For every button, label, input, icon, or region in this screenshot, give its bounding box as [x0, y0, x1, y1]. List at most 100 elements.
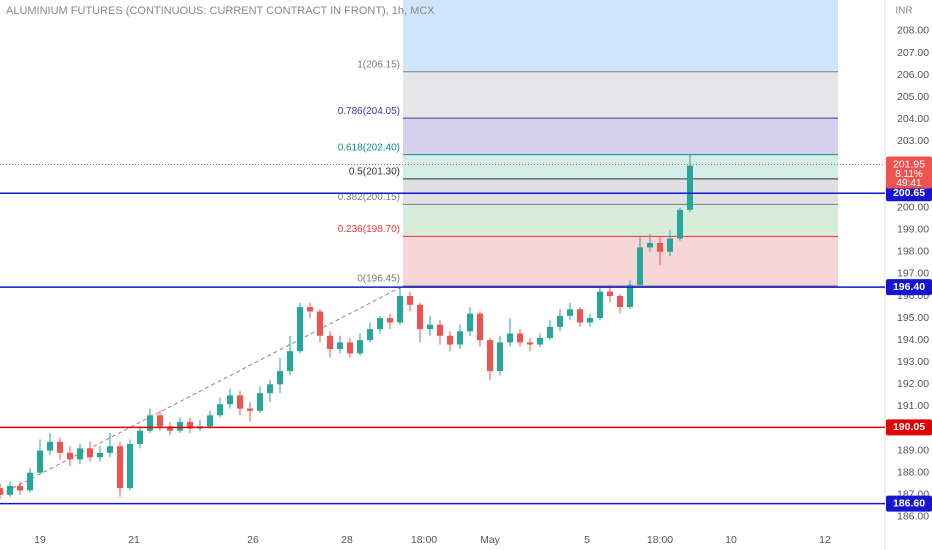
y-tick-label: 188.00 — [897, 466, 929, 478]
candle-body — [687, 165, 693, 210]
candle-body — [387, 318, 393, 323]
candle-body — [397, 295, 403, 323]
candle-body — [57, 441, 63, 453]
candle-body — [437, 324, 443, 336]
fib-label: 0.5(201.30) — [349, 167, 400, 178]
candle-body — [7, 485, 13, 495]
candle-body — [237, 395, 243, 409]
x-tick-label: 10 — [725, 534, 737, 546]
level-tag — [886, 495, 932, 512]
candle-body — [547, 326, 553, 338]
candle-body — [67, 452, 73, 460]
candle-body — [527, 342, 533, 345]
y-tick-label: 192.00 — [897, 378, 929, 390]
candle-body — [297, 307, 303, 352]
candle-body — [657, 242, 663, 252]
candle-body — [87, 448, 93, 458]
candle-body — [497, 342, 503, 372]
chart-title: ALUMINIUM FUTURES (CONTINUOUS: CURRENT C… — [6, 5, 435, 17]
y-tick-label: 194.00 — [897, 334, 929, 346]
candle-body — [517, 333, 523, 343]
y-tick-label: 189.00 — [897, 444, 929, 456]
fib-zone — [403, 236, 838, 287]
candle-body — [17, 485, 23, 491]
candle-body — [627, 284, 633, 308]
fib-zone — [403, 71, 838, 119]
candle-body — [117, 446, 123, 489]
level-tag — [886, 279, 932, 296]
level-tag-label: 190.05 — [893, 421, 925, 433]
y-tick-label: 204.00 — [897, 113, 929, 125]
candle-body — [637, 247, 643, 285]
candle-body — [357, 340, 363, 354]
candle-body — [187, 421, 193, 429]
fib-zone — [403, 178, 838, 205]
candle-body — [577, 309, 583, 323]
candle-body — [307, 307, 313, 312]
candle-body — [247, 408, 253, 411]
candle-body — [487, 340, 493, 372]
x-tick-label: 12 — [819, 534, 831, 546]
candle-body — [447, 335, 453, 345]
candle-body — [337, 342, 343, 349]
candle-body — [407, 295, 413, 305]
candle-body — [327, 335, 333, 349]
candle-body — [77, 448, 83, 460]
candle-body — [127, 443, 133, 489]
y-tick-label: 193.00 — [897, 356, 929, 368]
candle-body — [587, 318, 593, 323]
trend-line — [0, 285, 404, 496]
level-tag-label: 200.65 — [893, 187, 925, 199]
level-tag-label: 196.40 — [893, 281, 925, 293]
candle-body — [607, 291, 613, 296]
y-tick-label: 186.00 — [897, 511, 929, 523]
candle-body — [257, 393, 263, 411]
level-tag-label: 186.60 — [893, 497, 925, 509]
candle-body — [667, 238, 673, 252]
x-tick-label: 26 — [247, 534, 259, 546]
candle-body — [347, 342, 353, 354]
candle-body — [597, 291, 603, 319]
fib-label: 0.236(198.70) — [338, 224, 400, 235]
candle-body — [147, 415, 153, 431]
fib-label: 0.618(202.40) — [338, 142, 400, 153]
last-price-label: 201.95 — [893, 158, 925, 170]
y-tick-label: 207.00 — [897, 47, 929, 59]
candle-body — [227, 395, 233, 405]
level-tag — [886, 185, 932, 202]
candle-body — [377, 318, 383, 330]
x-tick-label: 28 — [341, 534, 353, 546]
fib-label: 0.786(204.05) — [338, 106, 400, 117]
fib-label: 0(196.45) — [357, 274, 400, 285]
y-tick-label: 199.00 — [897, 224, 929, 236]
candle-body — [317, 311, 323, 336]
candle-body — [217, 404, 223, 416]
candle-body — [0, 488, 3, 495]
candle-body — [277, 371, 283, 385]
y-tick-label: 205.00 — [897, 91, 929, 103]
candle-body — [207, 415, 213, 427]
candle-body — [537, 337, 543, 345]
candle-body — [427, 324, 433, 330]
candle-body — [467, 313, 473, 332]
candle-body — [477, 313, 483, 341]
candle-body — [97, 452, 103, 458]
y-tick-label: 195.00 — [897, 312, 929, 324]
fib-label: 1(206.15) — [357, 59, 400, 70]
currency: INR — [895, 6, 912, 17]
y-tick-label: 191.00 — [897, 400, 929, 412]
candle-body — [567, 309, 573, 316]
candle-body — [267, 384, 273, 394]
candle-body — [457, 331, 463, 345]
candle-body — [677, 209, 683, 239]
candle-body — [47, 441, 53, 451]
candle-body — [177, 421, 183, 431]
last-price-countdown: 49:41 — [896, 178, 921, 189]
candle-body — [37, 450, 43, 473]
candle-body — [107, 446, 113, 453]
candle-body — [157, 415, 163, 427]
y-tick-label: 200.00 — [897, 201, 929, 213]
candle-body — [647, 242, 653, 248]
x-tick-label: 5 — [584, 534, 590, 546]
